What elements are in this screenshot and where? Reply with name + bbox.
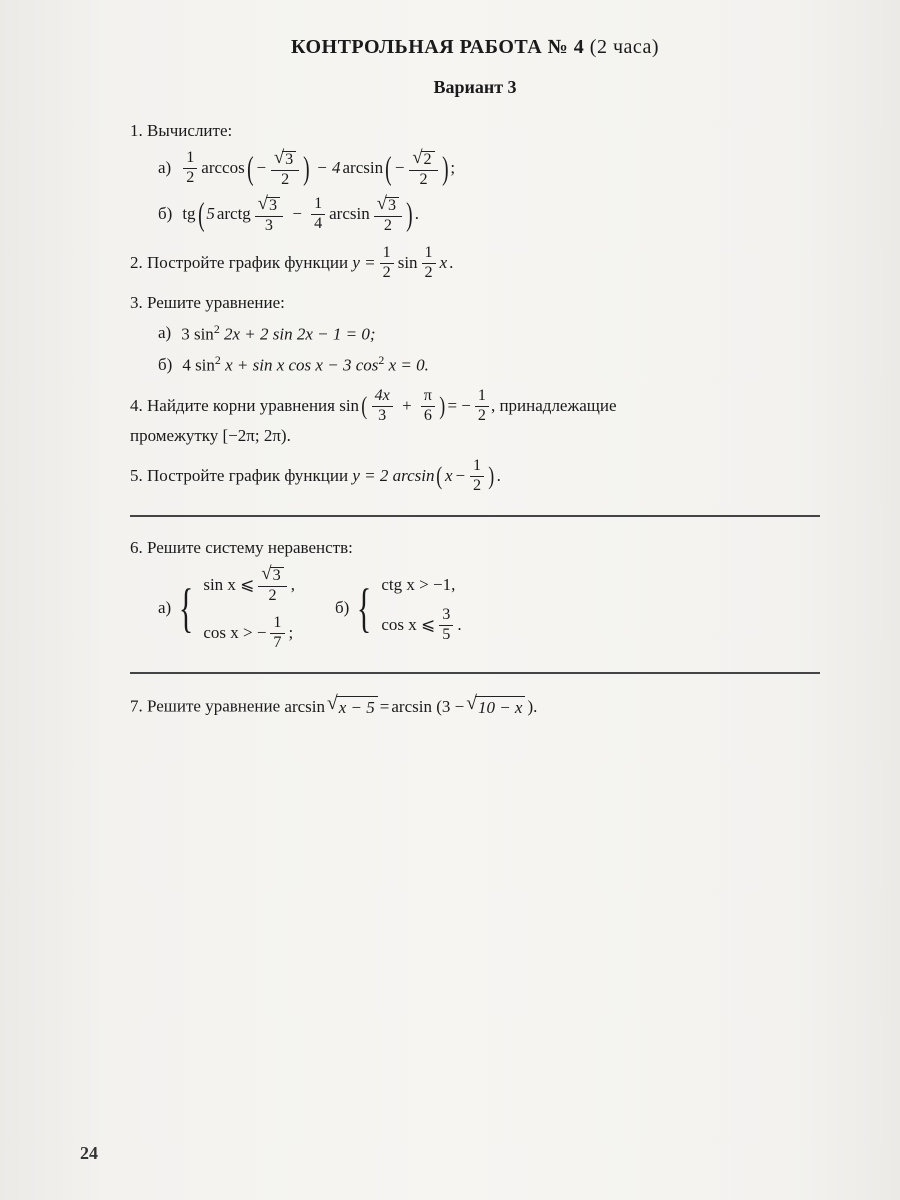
problem-4: 4. Найдите корни уравнения sin ( 4x3 + π… xyxy=(130,388,820,448)
problem-4-text2: , принадлежащие xyxy=(491,396,617,415)
page-number: 24 xyxy=(80,1143,98,1164)
problem-7: 7. Решите уравнение arcsin √x − 5 = arcs… xyxy=(130,694,820,720)
problem-1: 1. Вычислите: а) 12 arccos (−√32) − 4 ar… xyxy=(130,120,820,235)
problem-5-text: 5. Постройте график функции xyxy=(130,466,352,485)
problem-3-head: 3. Решите уравнение: xyxy=(130,292,820,315)
variant-label: Вариант 3 xyxy=(130,77,820,98)
label-1b: б) xyxy=(158,203,172,226)
problem-7-text: 7. Решите уравнение xyxy=(130,697,284,716)
expr-3a: 3 sin2 2x + 2 sin 2x − 1 = 0; xyxy=(181,321,375,347)
expr-1a: 12 arccos (−√32) − 4 arcsin (−√22); xyxy=(181,149,455,189)
problem-6b: б) { ctg x > −1, cos x ⩽ 35. xyxy=(335,574,462,644)
title-bold: КОНТРОЛЬНАЯ РАБОТА № 4 xyxy=(291,36,584,58)
divider-2 xyxy=(130,672,820,674)
divider-1 xyxy=(130,515,820,517)
problem-4-text3: промежутку [−2π; 2π). xyxy=(130,425,820,448)
expr-4: sin ( 4x3 + π6 ) = − 12 xyxy=(339,388,491,425)
label-3b: б) xyxy=(158,354,172,377)
problem-6-head: 6. Решите систему неравенств: xyxy=(130,537,820,560)
expr-5: y = 2 arcsin (x − 12 ). xyxy=(352,458,501,495)
expr-1b: tg (5 arctg √33 − 14 arcsin √32 ). xyxy=(182,195,419,235)
label-3a: а) xyxy=(158,322,171,345)
problem-1a: а) 12 arccos (−√32) − 4 arcsin (−√22); xyxy=(158,149,820,189)
problem-5: 5. Постройте график функции y = 2 arcsin… xyxy=(130,458,820,495)
expr-3b: 4 sin2 x + sin x cos x − 3 cos2 x = 0. xyxy=(182,352,429,378)
problem-6a: а) { sin x ⩽ √32, cos x > − 17; xyxy=(158,565,295,652)
label-1a: а) xyxy=(158,157,171,180)
problem-2-text: 2. Постройте график функции xyxy=(130,253,352,272)
page: КОНТРОЛЬНАЯ РАБОТА № 4 (2 часа) Вариант … xyxy=(0,0,900,1200)
problem-1b: б) tg (5 arctg √33 − 14 arcsin √32 ). xyxy=(158,195,820,235)
page-title: КОНТРОЛЬНАЯ РАБОТА № 4 (2 часа) xyxy=(130,36,820,59)
expr-7: arcsin √x − 5 = arcsin (3 − √10 − x ). xyxy=(284,694,537,720)
title-light: (2 часа) xyxy=(584,36,659,58)
label-6b: б) xyxy=(335,597,349,620)
problem-6: 6. Решите систему неравенств: а) { sin x… xyxy=(130,537,820,653)
problem-1-head: 1. Вычислите: xyxy=(130,120,820,143)
expr-2: y = 12 sin 12x. xyxy=(352,245,453,282)
problem-4-text1: 4. Найдите корни уравнения xyxy=(130,396,339,415)
label-6a: а) xyxy=(158,597,171,620)
problem-3a: а) 3 sin2 2x + 2 sin 2x − 1 = 0; xyxy=(158,321,820,347)
problem-2: 2. Постройте график функции y = 12 sin 1… xyxy=(130,245,820,282)
problems: 1. Вычислите: а) 12 arccos (−√32) − 4 ar… xyxy=(130,120,820,720)
problem-3b: б) 4 sin2 x + sin x cos x − 3 cos2 x = 0… xyxy=(158,352,820,378)
problem-3: 3. Решите уравнение: а) 3 sin2 2x + 2 si… xyxy=(130,292,820,378)
